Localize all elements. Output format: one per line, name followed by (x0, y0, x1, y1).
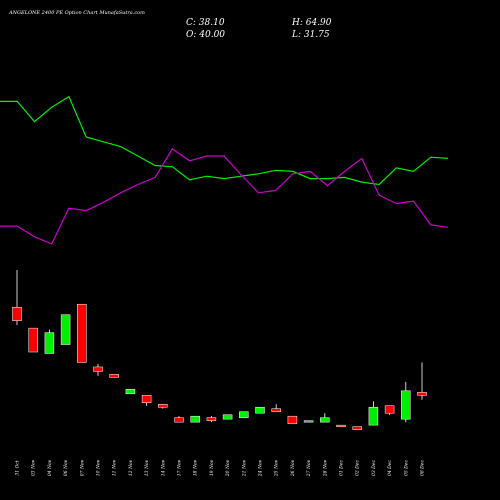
x-tick-label: 05 Dec (403, 460, 409, 476)
candle-06-nov (60, 314, 71, 345)
magenta-indicator-line (0, 148, 449, 245)
x-tick-label: 04 Dec (387, 460, 393, 476)
candle-31-oct (12, 269, 22, 326)
candle-27-nov (303, 420, 314, 423)
x-tick-label: 28 Nov (322, 459, 328, 477)
high-value: H: 64.90 (291, 18, 332, 28)
candle-26-nov (287, 415, 298, 424)
candle-body (384, 405, 395, 414)
candle-04-dec (384, 405, 395, 415)
candle-08-dec (417, 362, 427, 400)
candle-14-nov (158, 403, 168, 409)
candle-body (303, 420, 314, 423)
x-tick-label: 07 Nov (79, 459, 85, 476)
candle-18-nov (190, 415, 200, 423)
candle-17-nov (174, 416, 184, 423)
candle-body (93, 366, 103, 372)
candle-body (190, 415, 200, 423)
candles (12, 269, 427, 430)
candle-body (320, 417, 330, 423)
x-tick-label: 24 Nov (258, 459, 264, 477)
x-tick-label: 10 Nov (96, 459, 102, 476)
x-tick-label: 17 Nov (177, 459, 183, 476)
close-value: C: 38.10 (186, 18, 225, 28)
candle-28-nov (320, 413, 330, 423)
candle-body (206, 417, 217, 421)
candle-25-nov (271, 404, 281, 412)
candle-body (222, 414, 233, 420)
candle-body (255, 406, 265, 414)
candle-body (174, 417, 184, 423)
x-tick-label: 20 Nov (225, 459, 231, 477)
x-tick-label: 26 Nov (290, 459, 296, 477)
candle-10-nov (93, 363, 103, 376)
candle-body (28, 327, 38, 353)
x-tick-label: 11 Nov (112, 459, 118, 476)
x-tick-label: 01 Dec (339, 460, 345, 476)
x-tick-label: 31 Oct (15, 460, 21, 475)
candle-body (77, 304, 87, 363)
candle-body (44, 332, 55, 354)
candle-04-nov (44, 329, 55, 354)
x-tick-label: 08 Dec (420, 460, 426, 476)
candle-body (239, 411, 249, 418)
candle-body (141, 395, 152, 404)
candle-body (125, 389, 136, 395)
candle-body (352, 426, 362, 430)
low-value: L: 31.75 (291, 30, 330, 40)
candle-03-nov (28, 327, 38, 353)
candle-19-nov (206, 416, 217, 423)
x-tick-label: 27 Nov (306, 459, 312, 477)
indicator-lines (0, 95, 449, 245)
candle-body (158, 403, 168, 408)
candle-07-nov (77, 304, 87, 363)
x-tick-label: 13 Nov (144, 459, 150, 476)
candle-12-nov (125, 389, 136, 395)
candle-11-nov (109, 374, 119, 378)
candle-20-nov (222, 414, 233, 420)
candle-body (368, 406, 379, 426)
candle-body (109, 374, 119, 378)
x-tick-label: 21 Nov (241, 459, 247, 477)
x-tick-label: 04 Nov (47, 459, 53, 476)
x-tick-label: 06 Nov (63, 459, 69, 476)
x-axis-ticks: 31 Oct 03 Nov 04 Nov 06 Nov 07 Nov 10 Nov 11 N… (15, 459, 426, 477)
candle-01-dec (336, 424, 346, 427)
candle-body (401, 390, 411, 420)
x-tick-label: 12 Nov (128, 459, 134, 476)
candle-body (287, 415, 298, 424)
open-value: O: 40.00 (186, 30, 225, 40)
x-tick-label: 02 Dec (355, 460, 361, 476)
x-tick-label: 19 Nov (209, 459, 215, 476)
x-tick-label: 25 Nov (274, 459, 280, 477)
candle-body (12, 306, 22, 321)
chart-title: ANGELONE 2400 PE Option Chart MunafaSutr… (8, 10, 145, 16)
x-tick-label: 14 Nov (160, 459, 166, 476)
candle-body (60, 314, 71, 345)
candle-02-dec (352, 426, 362, 430)
candle-24-nov (255, 406, 265, 414)
candle-21-nov (239, 411, 249, 418)
candle-03-dec (368, 401, 379, 426)
candle-body (271, 408, 281, 412)
candle-body (417, 392, 427, 396)
candle-body (336, 424, 346, 427)
x-tick-label: 03 Nov (31, 459, 37, 476)
x-tick-label: 03 Dec (371, 460, 377, 476)
candle-13-nov (141, 395, 152, 406)
x-tick-label: 18 Nov (193, 459, 199, 476)
candle-05-dec (401, 381, 411, 423)
